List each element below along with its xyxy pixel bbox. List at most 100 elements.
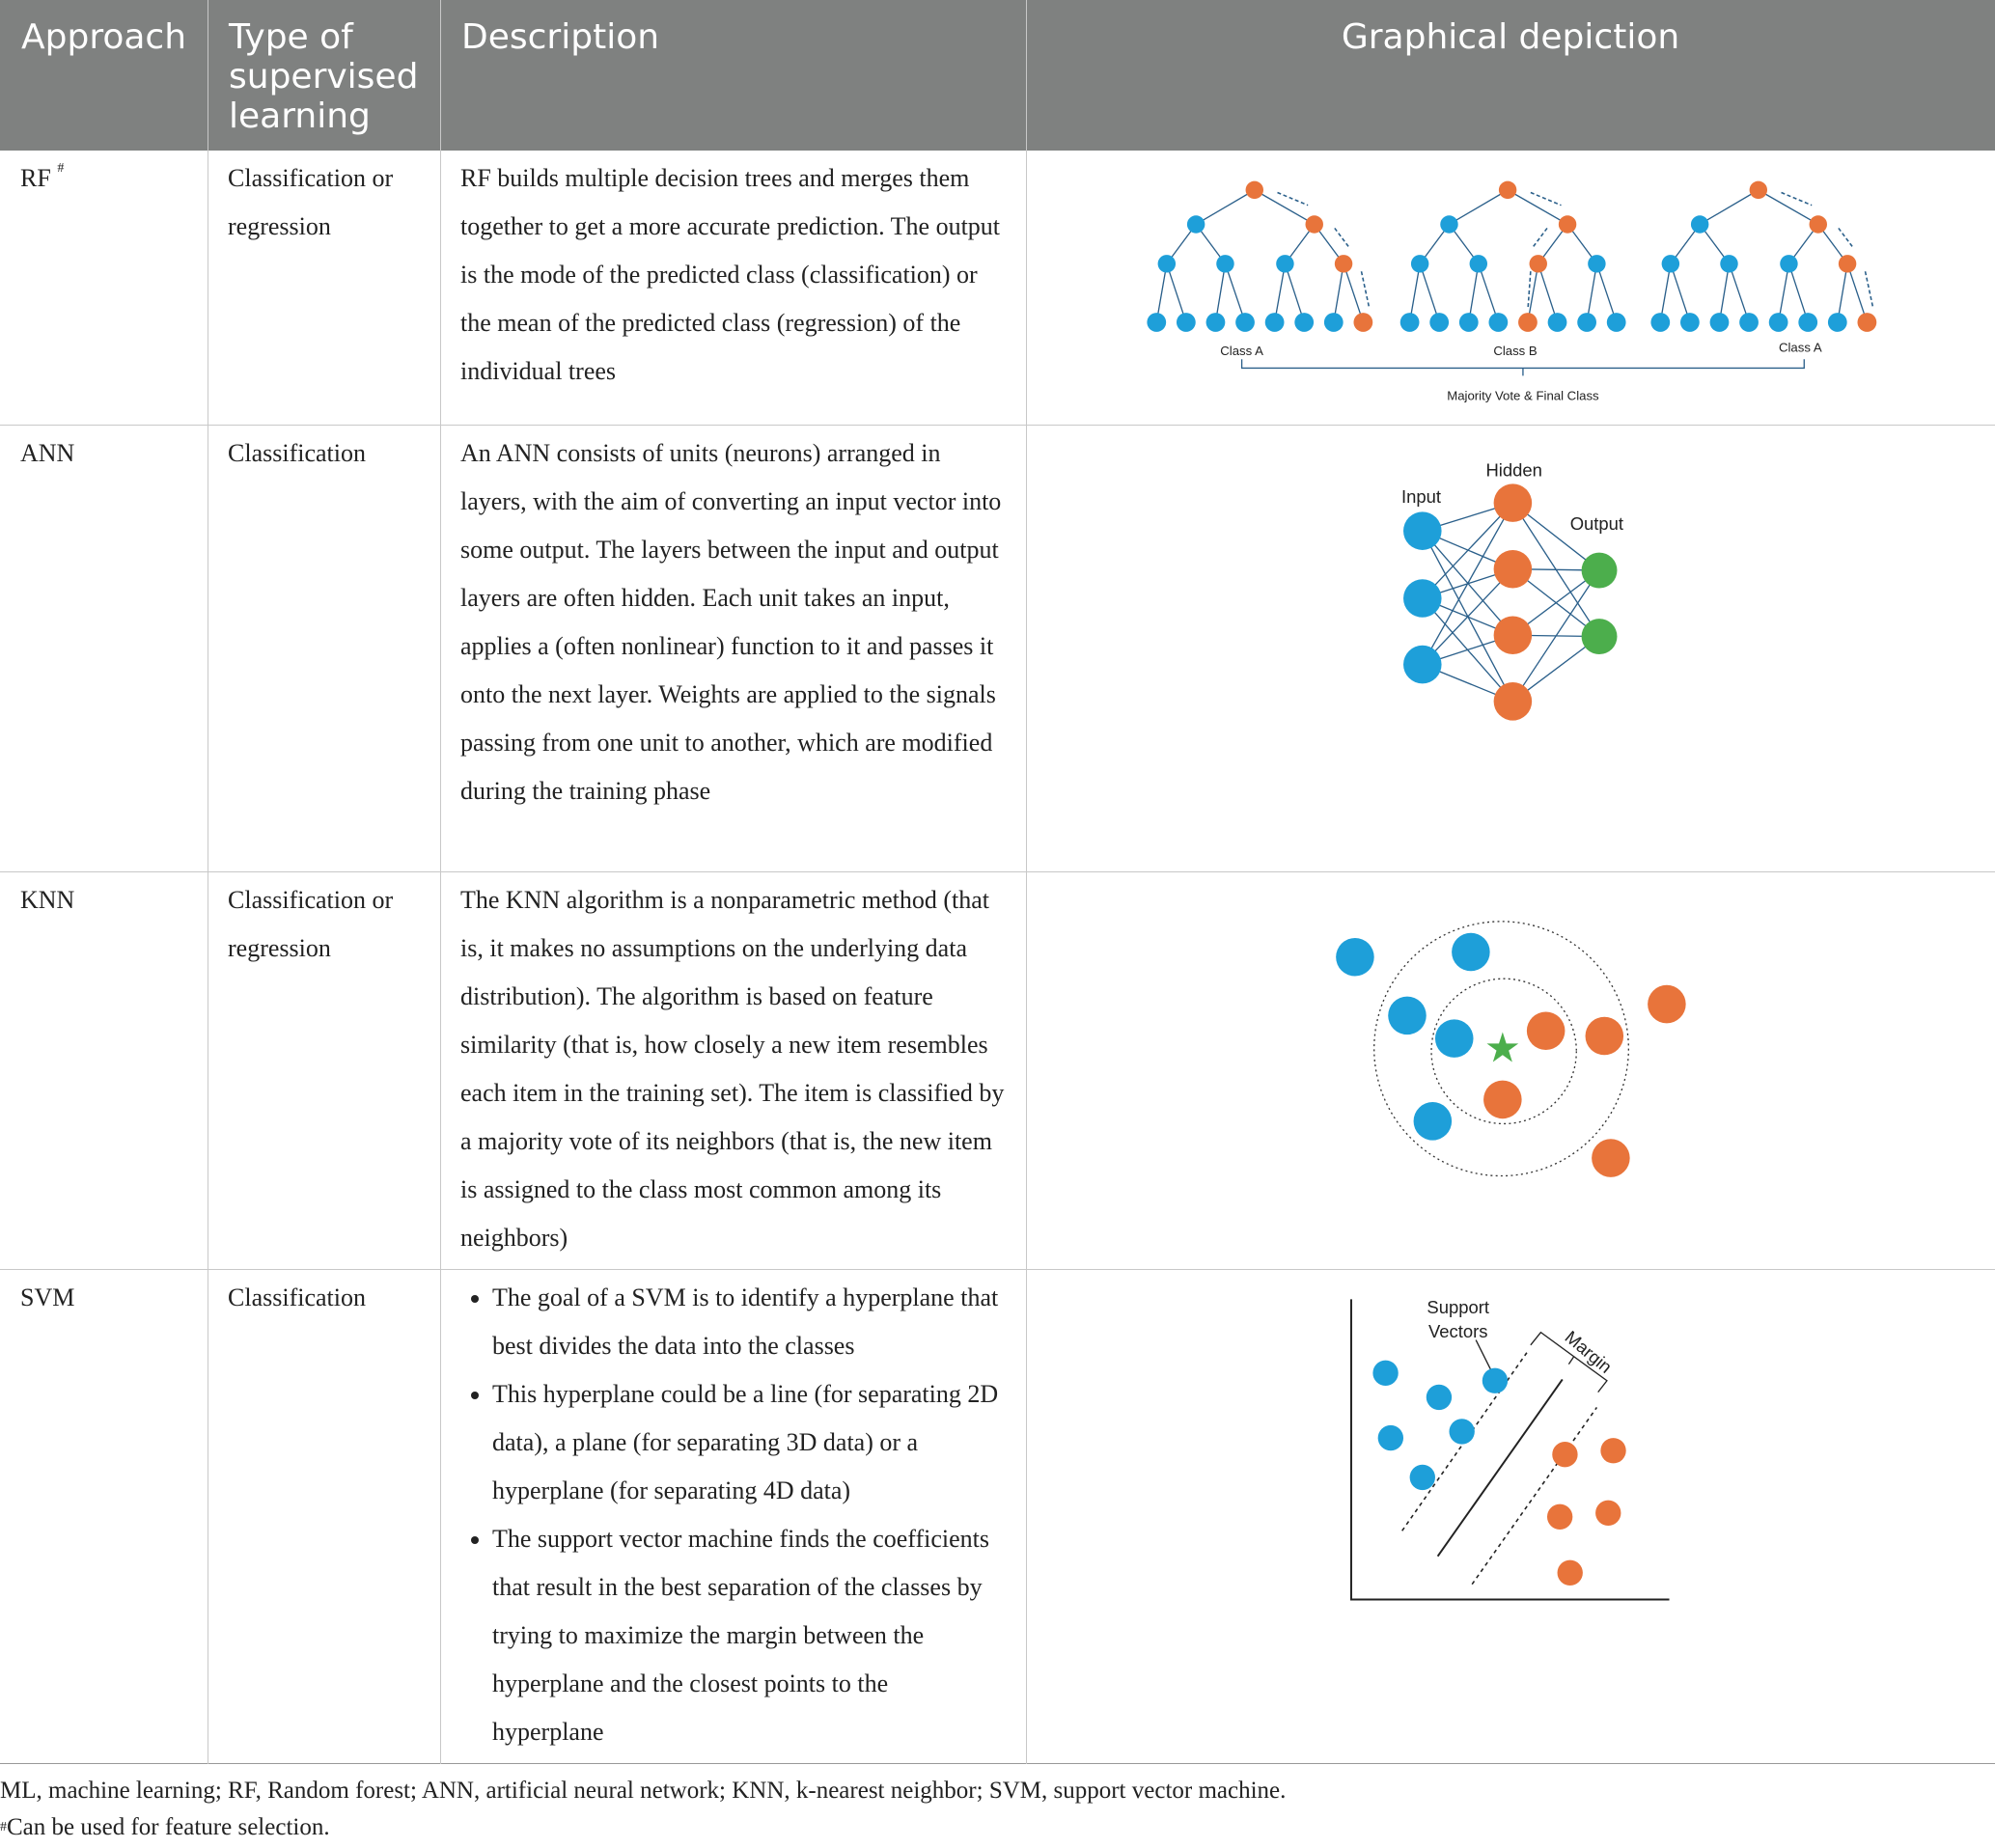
node (1720, 255, 1738, 273)
node (1305, 215, 1323, 234)
figure-cell (1026, 1270, 1995, 1764)
node (1216, 255, 1234, 273)
connector (1531, 227, 1548, 249)
node (1709, 313, 1730, 332)
node (1661, 255, 1680, 273)
connector (1449, 189, 1509, 226)
node (1547, 313, 1567, 332)
connector (1538, 263, 1559, 323)
node (1334, 255, 1353, 273)
node (1749, 180, 1768, 200)
node (1403, 645, 1442, 684)
approach-cell: SVM (0, 1270, 208, 1764)
connector (1527, 263, 1539, 323)
node (1650, 313, 1671, 332)
node (1403, 511, 1442, 550)
connector (1699, 189, 1759, 226)
connector (1277, 191, 1309, 207)
connector (1511, 569, 1600, 703)
support-label: Vectors (1428, 1321, 1487, 1341)
node (1577, 313, 1596, 332)
connector (1846, 263, 1869, 323)
query-star (1486, 1032, 1519, 1062)
node (1434, 1019, 1474, 1058)
class-label: Class A (1779, 340, 1822, 354)
approach: RF (20, 164, 51, 192)
connector (1343, 263, 1364, 323)
node (1469, 255, 1488, 273)
bullet: The support vector machine finds the coe… (492, 1515, 1006, 1756)
connector (1838, 227, 1855, 249)
type-cell: Classification (208, 1270, 440, 1764)
node (1388, 996, 1427, 1035)
node (1426, 1384, 1453, 1411)
layer-label: Output (1570, 513, 1623, 534)
node (1452, 932, 1490, 972)
node (1606, 313, 1626, 332)
description-cell: An ANN consists of units (neurons) arran… (440, 426, 1026, 872)
node (1581, 552, 1618, 589)
connector (1224, 263, 1246, 323)
connector (1758, 189, 1819, 226)
node (1482, 1367, 1509, 1393)
connector (1284, 263, 1305, 323)
node (1336, 938, 1374, 977)
node (1403, 579, 1442, 618)
bullet: This hyperplane could be a line (for sep… (492, 1370, 1006, 1515)
node (1809, 215, 1827, 234)
node (1372, 1360, 1399, 1387)
node (1493, 483, 1533, 522)
node (1546, 1503, 1573, 1530)
node (1600, 1438, 1626, 1464)
connector (1478, 263, 1499, 323)
node (1679, 313, 1700, 332)
bullet: The goal of a SVM is to identify a hyper… (492, 1274, 1006, 1370)
node (1147, 313, 1167, 332)
type-cell: Classification or regression (208, 872, 440, 1270)
node (1739, 313, 1759, 332)
footnote-text: Can be used for feature selection. (7, 1814, 330, 1840)
node (1493, 549, 1533, 589)
header-cell: Approach (0, 0, 208, 151)
connector (1586, 263, 1598, 323)
node (1413, 1102, 1453, 1141)
node (1483, 1080, 1522, 1119)
description-cell: RF builds multiple decision trees and me… (440, 151, 1026, 426)
figure-cell (1026, 872, 1995, 1270)
connector (1254, 189, 1316, 226)
node (1581, 619, 1618, 655)
header-cell: Type of supervised learning (208, 0, 440, 151)
radius-ring (1373, 921, 1630, 1177)
footnote-mark: # (57, 161, 65, 176)
node (1323, 313, 1344, 332)
node (1585, 1016, 1624, 1056)
connector (1422, 568, 1513, 666)
connector (1507, 189, 1568, 226)
node (1440, 215, 1458, 234)
class-label: Class B (1493, 344, 1538, 358)
margin-bracket (1530, 1331, 1608, 1393)
connector (1408, 263, 1421, 323)
connector (1530, 191, 1562, 207)
node (1353, 313, 1373, 332)
description-cell: The KNN algorithm is a nonparametric met… (440, 872, 1026, 1270)
connector (1595, 263, 1618, 323)
connector (1214, 263, 1227, 323)
connector (1527, 271, 1532, 308)
node (1294, 313, 1315, 332)
approach-cell: KNN (0, 872, 208, 1270)
approach-cell: ANN (0, 426, 208, 872)
node (1186, 215, 1205, 234)
connector (1273, 263, 1287, 323)
bracket (1240, 359, 1805, 376)
node (1493, 682, 1533, 721)
connector (1777, 263, 1790, 323)
node (1176, 313, 1196, 332)
figure-cell (1026, 426, 1995, 872)
node (1780, 255, 1798, 273)
connector (1419, 263, 1440, 323)
node (1827, 313, 1847, 332)
description-cell: The goal of a SVM is to identify a hyper… (440, 1270, 1026, 1764)
